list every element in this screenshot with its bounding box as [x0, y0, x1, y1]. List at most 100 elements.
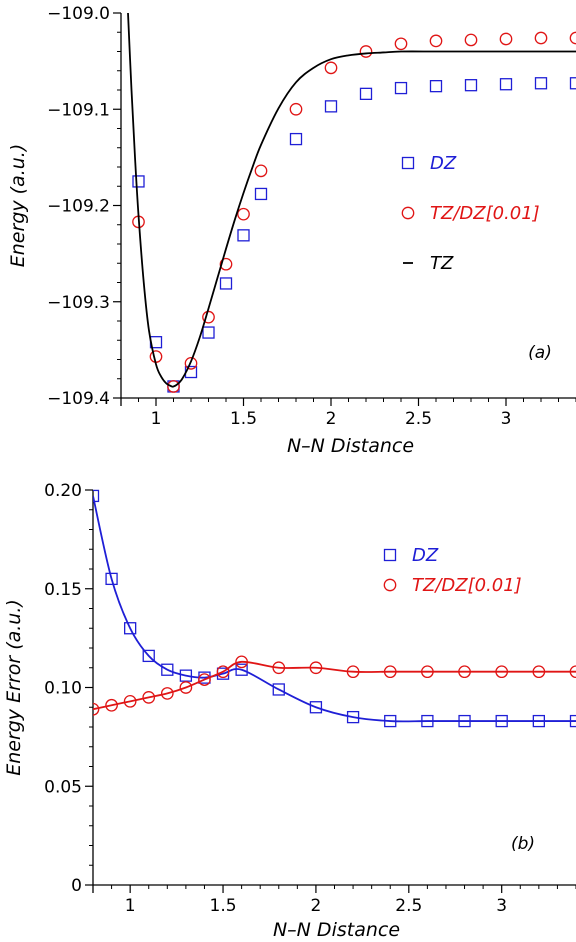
- data-point: [289, 102, 303, 116]
- legend-label: TZ/DZ[0.01]: [412, 575, 522, 596]
- series-dz: [93, 489, 576, 728]
- data-point: [532, 665, 546, 679]
- axes: 1 1.5 2 2.5 3 −109.4 −109.3 −109.2 −109.1 −109.0: [47, 4, 576, 429]
- data-point: [394, 81, 408, 95]
- legend-item: TZ/DZ[0.01]: [401, 203, 540, 224]
- plot-area: [127, 12, 576, 393]
- y-tick-label: 0.10: [44, 679, 82, 699]
- data-point: [198, 673, 211, 686]
- data-point: [499, 32, 513, 46]
- data-point: [161, 663, 174, 676]
- data-point: [93, 489, 100, 503]
- legend-item: TZ: [403, 253, 454, 274]
- data-point: [499, 78, 513, 91]
- y-tick-label: 0.05: [44, 777, 82, 797]
- data-point: [569, 31, 576, 45]
- x-tick-label: 1: [125, 896, 136, 916]
- legend-item: TZ/DZ[0.01]: [383, 575, 522, 596]
- y-tick-label: −109.0: [47, 4, 110, 24]
- legend-label: DZ: [430, 153, 457, 174]
- data-point: [167, 380, 180, 393]
- y-axis-title: Energy (a.u.): [7, 144, 29, 267]
- series-line: [93, 495, 576, 723]
- y-tick-label: −109.3: [47, 293, 110, 313]
- data-point: [324, 61, 338, 75]
- x-tick-label: 2.5: [395, 896, 422, 916]
- data-point: [202, 326, 215, 339]
- data-point: [359, 45, 373, 58]
- data-point: [421, 714, 434, 728]
- y-tick-label: 0: [71, 876, 82, 896]
- data-point: [179, 681, 193, 694]
- y-tick-label: −109.1: [47, 100, 110, 120]
- data-point: [495, 714, 508, 728]
- data-point: [235, 655, 248, 669]
- data-point: [272, 661, 286, 675]
- data-point: [254, 187, 268, 201]
- data-point: [289, 132, 303, 146]
- data-point: [132, 175, 145, 188]
- data-point: [495, 665, 509, 679]
- data-point: [93, 702, 100, 716]
- data-point: [142, 649, 155, 663]
- data-point: [124, 622, 137, 635]
- series-dz: [132, 77, 576, 393]
- data-point: [569, 714, 576, 728]
- data-point: [384, 714, 397, 728]
- legend: DZ TZ/DZ[0.01]: [383, 545, 522, 596]
- data-point: [237, 207, 250, 221]
- x-tick-label: 1: [151, 409, 162, 429]
- series-line: [93, 660, 576, 711]
- data-point: [421, 665, 434, 679]
- legend-label: TZ: [430, 253, 454, 274]
- data-point: [237, 229, 250, 242]
- data-point: [149, 350, 163, 363]
- data-point: [346, 710, 360, 724]
- data-point: [464, 33, 478, 47]
- data-point: [394, 37, 408, 51]
- data-point: [235, 663, 248, 676]
- panel-label: (b): [511, 834, 535, 854]
- legend-swatch: [383, 578, 397, 592]
- legend-label: TZ/DZ[0.01]: [430, 203, 540, 224]
- x-axis-title: N–N Distance: [287, 435, 414, 457]
- legend-item: DZ: [383, 545, 439, 566]
- x-tick-label: 2.5: [405, 409, 432, 429]
- data-point: [383, 665, 397, 679]
- data-point: [254, 164, 268, 178]
- legend-swatch: [383, 548, 397, 562]
- x-tick-label: 2: [326, 409, 337, 429]
- chart-panel-a: 1 1.5 2 2.5 3 −109.4 −109.3 −109.2 −109.1 −109.0 N…: [7, 4, 576, 457]
- data-point: [359, 87, 373, 100]
- panel-label: (a): [528, 343, 552, 363]
- data-point: [534, 77, 548, 90]
- y-tick-label: −109.2: [47, 197, 110, 217]
- legend-label: DZ: [412, 545, 439, 566]
- data-point: [346, 665, 360, 679]
- data-point: [429, 80, 443, 93]
- y-tick-label: −109.4: [47, 389, 110, 409]
- plot-area: [93, 489, 576, 728]
- data-point: [184, 356, 198, 370]
- x-tick-label: 3: [501, 409, 512, 429]
- data-point: [458, 714, 471, 728]
- data-point: [569, 77, 576, 90]
- data-point: [105, 572, 118, 586]
- x-tick-label: 2: [311, 896, 322, 916]
- chart-panel-b: 1 1.5 2 2.5 3 0 0.05 0.10 0.15 0.20 N–N Distance En…: [3, 481, 576, 941]
- data-point: [324, 100, 338, 113]
- data-point: [272, 683, 285, 696]
- y-axis-title: Energy Error (a.u.): [3, 599, 25, 776]
- data-point: [160, 687, 174, 700]
- series-tz-dz-0-01: [93, 655, 576, 716]
- data-point: [123, 694, 137, 708]
- series-line: [127, 12, 576, 388]
- data-point: [219, 257, 233, 271]
- data-point: [532, 714, 545, 728]
- data-point: [105, 698, 118, 712]
- data-point: [219, 277, 233, 290]
- data-point: [142, 691, 156, 704]
- x-tick-label: 1.5: [230, 409, 257, 429]
- x-axis-title: N–N Distance: [273, 919, 400, 941]
